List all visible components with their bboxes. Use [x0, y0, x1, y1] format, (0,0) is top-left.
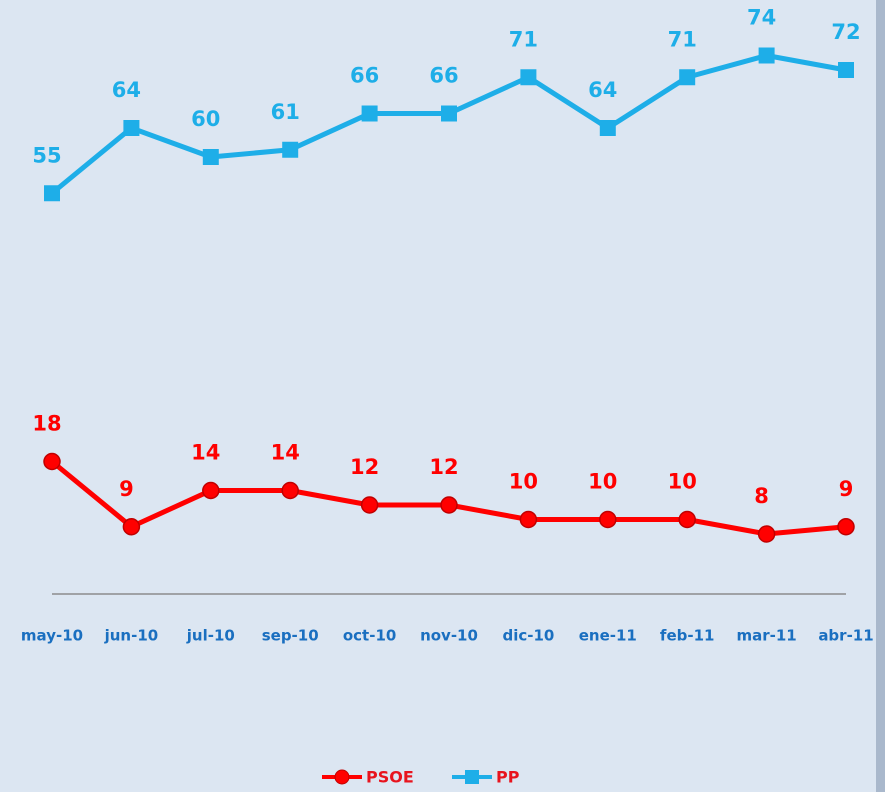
data-label: 71 — [509, 27, 538, 51]
point — [441, 105, 457, 122]
point — [599, 510, 617, 529]
data-label: 12 — [350, 455, 379, 479]
x-tick-label: sep-10 — [262, 627, 319, 645]
data-label: 10 — [668, 470, 697, 494]
point — [360, 496, 379, 514]
point — [757, 525, 776, 543]
point — [123, 120, 140, 136]
data-label: 64 — [112, 78, 141, 102]
x-tick-label: oct-10 — [343, 627, 396, 645]
point — [122, 518, 141, 536]
x-tick-label: may-10 — [21, 627, 83, 645]
legend-label: PSOE — [366, 768, 414, 787]
x-tick-label: dic-10 — [502, 627, 554, 645]
legend-marker — [334, 769, 350, 785]
data-label: 9 — [119, 477, 134, 501]
data-label: 8 — [754, 484, 769, 508]
x-tick-label: mar-11 — [736, 627, 796, 645]
data-label: 14 — [191, 441, 220, 465]
frame-edge — [876, 0, 885, 792]
data-label: 61 — [271, 100, 300, 124]
point — [838, 62, 854, 78]
data-label: 14 — [271, 441, 300, 465]
point — [440, 496, 458, 514]
x-tick-label: jun-10 — [104, 627, 159, 645]
data-label: 10 — [588, 470, 617, 494]
point — [679, 69, 696, 86]
point — [43, 452, 61, 471]
data-label: 74 — [747, 6, 776, 30]
data-label: 55 — [32, 143, 61, 167]
data-label: 18 — [32, 412, 61, 436]
legend-marker — [465, 770, 479, 784]
data-label: 64 — [588, 78, 617, 102]
point — [282, 141, 299, 158]
legend-label: PP — [496, 768, 520, 787]
point — [361, 105, 378, 122]
data-label: 12 — [429, 455, 458, 479]
point — [758, 47, 775, 64]
data-label: 72 — [831, 20, 860, 44]
x-tick-label: ene-11 — [579, 627, 637, 645]
x-tick-label: abr-11 — [818, 627, 873, 645]
x-tick-label: feb-11 — [660, 627, 715, 645]
point — [599, 120, 616, 136]
data-label: 9 — [839, 477, 854, 501]
point — [837, 518, 855, 536]
data-label: 71 — [668, 27, 697, 51]
data-label: 10 — [509, 470, 538, 494]
point — [202, 481, 220, 500]
x-tick-label: nov-10 — [420, 627, 478, 645]
point — [520, 69, 537, 86]
point — [202, 149, 219, 165]
point — [44, 185, 60, 202]
point — [281, 481, 299, 500]
data-label: 66 — [350, 64, 379, 88]
point — [519, 510, 538, 529]
data-label: 66 — [429, 64, 458, 88]
point — [678, 510, 696, 529]
data-label: 60 — [191, 107, 220, 131]
x-tick-label: jul-10 — [186, 627, 235, 645]
